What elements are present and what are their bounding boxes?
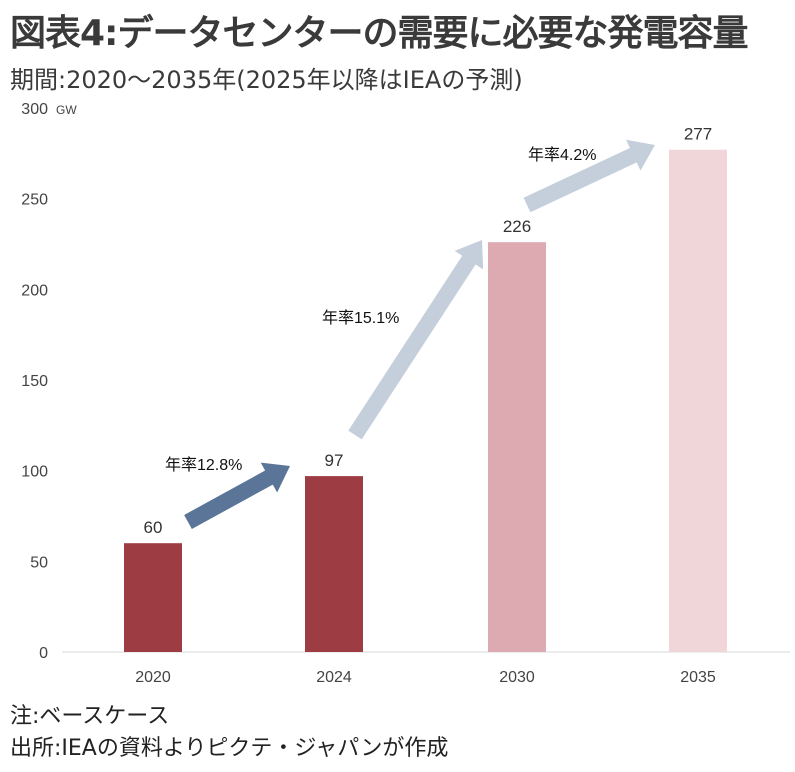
chart-subtitle: 期間:2020～2035年(2025年以降はIEAの予測) bbox=[10, 66, 523, 94]
growth-arrow-icon bbox=[523, 139, 655, 213]
bar-2020 bbox=[124, 543, 182, 652]
note-basecase: 注:ベースケース bbox=[10, 704, 170, 729]
x-tick-label: 2024 bbox=[316, 669, 352, 686]
bar-2035 bbox=[669, 149, 727, 652]
data-label: 60 bbox=[144, 518, 163, 537]
bar-2024 bbox=[305, 476, 363, 652]
x-tick-label: 2035 bbox=[680, 669, 716, 686]
y-tick-label: 150 bbox=[21, 373, 48, 390]
growth-rate-label: 年率15.1% bbox=[322, 309, 399, 327]
y-unit-label: GW bbox=[56, 103, 77, 117]
y-tick-label: 0 bbox=[39, 645, 48, 662]
x-tick-label: 2020 bbox=[135, 669, 171, 686]
note-source: 出所:IEAの資料よりピクテ・ジャパンが作成 bbox=[10, 736, 449, 761]
chart-title: 図表4:データセンターの需要に必要な発電容量 bbox=[10, 13, 748, 54]
y-tick-label: 250 bbox=[21, 192, 48, 209]
data-label: 226 bbox=[503, 217, 531, 236]
data-label: 97 bbox=[325, 451, 344, 470]
growth-arrow-icon bbox=[348, 240, 484, 440]
y-tick-label: 300 bbox=[21, 101, 48, 118]
growth-arrow-icon bbox=[184, 462, 290, 530]
x-tick-label: 2030 bbox=[499, 669, 535, 686]
y-tick-label: 100 bbox=[21, 464, 48, 481]
growth-rate-label: 年率12.8% bbox=[165, 456, 242, 474]
bar-2030 bbox=[488, 242, 546, 653]
data-label: 277 bbox=[684, 125, 712, 144]
y-tick-label: 50 bbox=[30, 554, 48, 571]
growth-rate-label: 年率4.2% bbox=[528, 146, 596, 164]
y-tick-label: 200 bbox=[21, 282, 48, 299]
